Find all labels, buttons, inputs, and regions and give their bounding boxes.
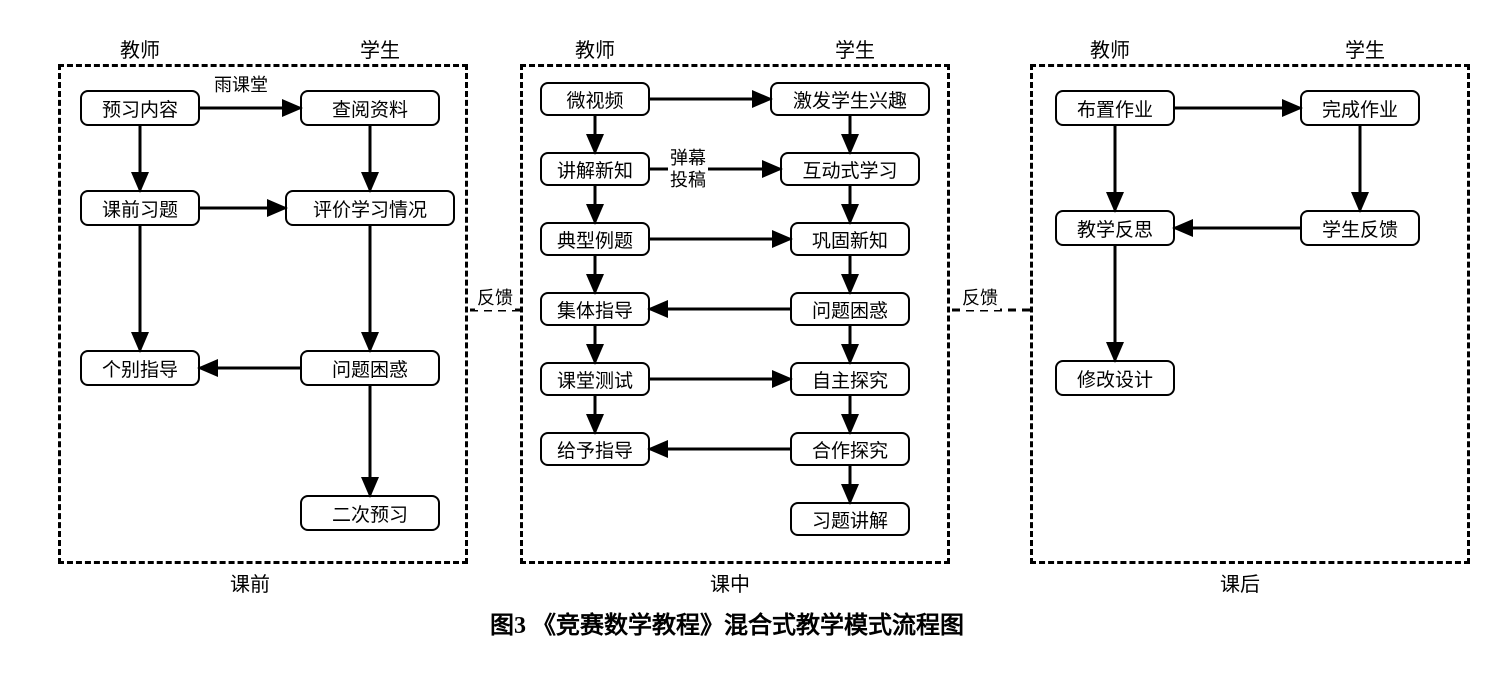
node-n_coop_explore: 合作探究 (790, 432, 910, 466)
node-n_confuse1: 问题困惑 (300, 350, 440, 386)
node-n_group_guide: 集体指导 (540, 292, 650, 326)
col-header-student-3: 学生 (1345, 34, 1385, 63)
node-n_assign_hw: 布置作业 (1055, 90, 1175, 126)
figure-caption: 图3 《竞赛数学教程》混合式教学模式流程图 (490, 605, 964, 640)
node-n_consolidate: 巩固新知 (790, 222, 910, 256)
col-header-teacher-3: 教师 (1090, 34, 1130, 63)
col-header-student-2: 学生 (835, 34, 875, 63)
feedback-label: 反馈 (960, 288, 1000, 310)
node-n_pre_ex: 课前习题 (80, 190, 200, 226)
node-n_interactive: 互动式学习 (780, 152, 920, 186)
flowchart-diagram: 教师 学生 教师 学生 教师 学生 课前 课中 课后 预习内容 查阅资料课前习题 评… (20, 20, 1511, 661)
node-n_eval: 评价学习情况 (285, 190, 455, 226)
node-n_ex_explain: 习题讲解 (790, 502, 910, 536)
node-n_modify: 修改设计 (1055, 360, 1175, 396)
node-n_self_explore: 自主探究 (790, 362, 910, 396)
panel-label-after: 课后 (1220, 568, 1260, 597)
panel-label-before: 课前 (230, 568, 270, 597)
edge-label: 雨课堂 (212, 75, 270, 97)
col-header-teacher-2: 教师 (575, 34, 615, 63)
edge-label: 弹幕 投稿 (668, 148, 708, 191)
node-n_give_guide: 给予指导 (540, 432, 650, 466)
node-n_do_hw: 完成作业 (1300, 90, 1420, 126)
panel-after (1030, 64, 1470, 564)
panel-before (58, 64, 468, 564)
node-n_microvideo: 微视频 (540, 82, 650, 116)
node-n_second_preview: 二次预习 (300, 495, 440, 531)
node-n_indiv: 个别指导 (80, 350, 200, 386)
node-n_stu_feedback: 学生反馈 (1300, 210, 1420, 246)
node-n_confuse2: 问题困惑 (790, 292, 910, 326)
node-n_interest: 激发学生兴趣 (770, 82, 930, 116)
node-n_typical: 典型例题 (540, 222, 650, 256)
node-n_lookup: 查阅资料 (300, 90, 440, 126)
node-n_reflect: 教学反思 (1055, 210, 1175, 246)
col-header-student-1: 学生 (360, 34, 400, 63)
feedback-label: 反馈 (475, 288, 515, 310)
node-n_preview_content: 预习内容 (80, 90, 200, 126)
node-n_class_test: 课堂测试 (540, 362, 650, 396)
col-header-teacher-1: 教师 (120, 34, 160, 63)
node-n_new: 讲解新知 (540, 152, 650, 186)
panel-label-during: 课中 (710, 568, 750, 597)
